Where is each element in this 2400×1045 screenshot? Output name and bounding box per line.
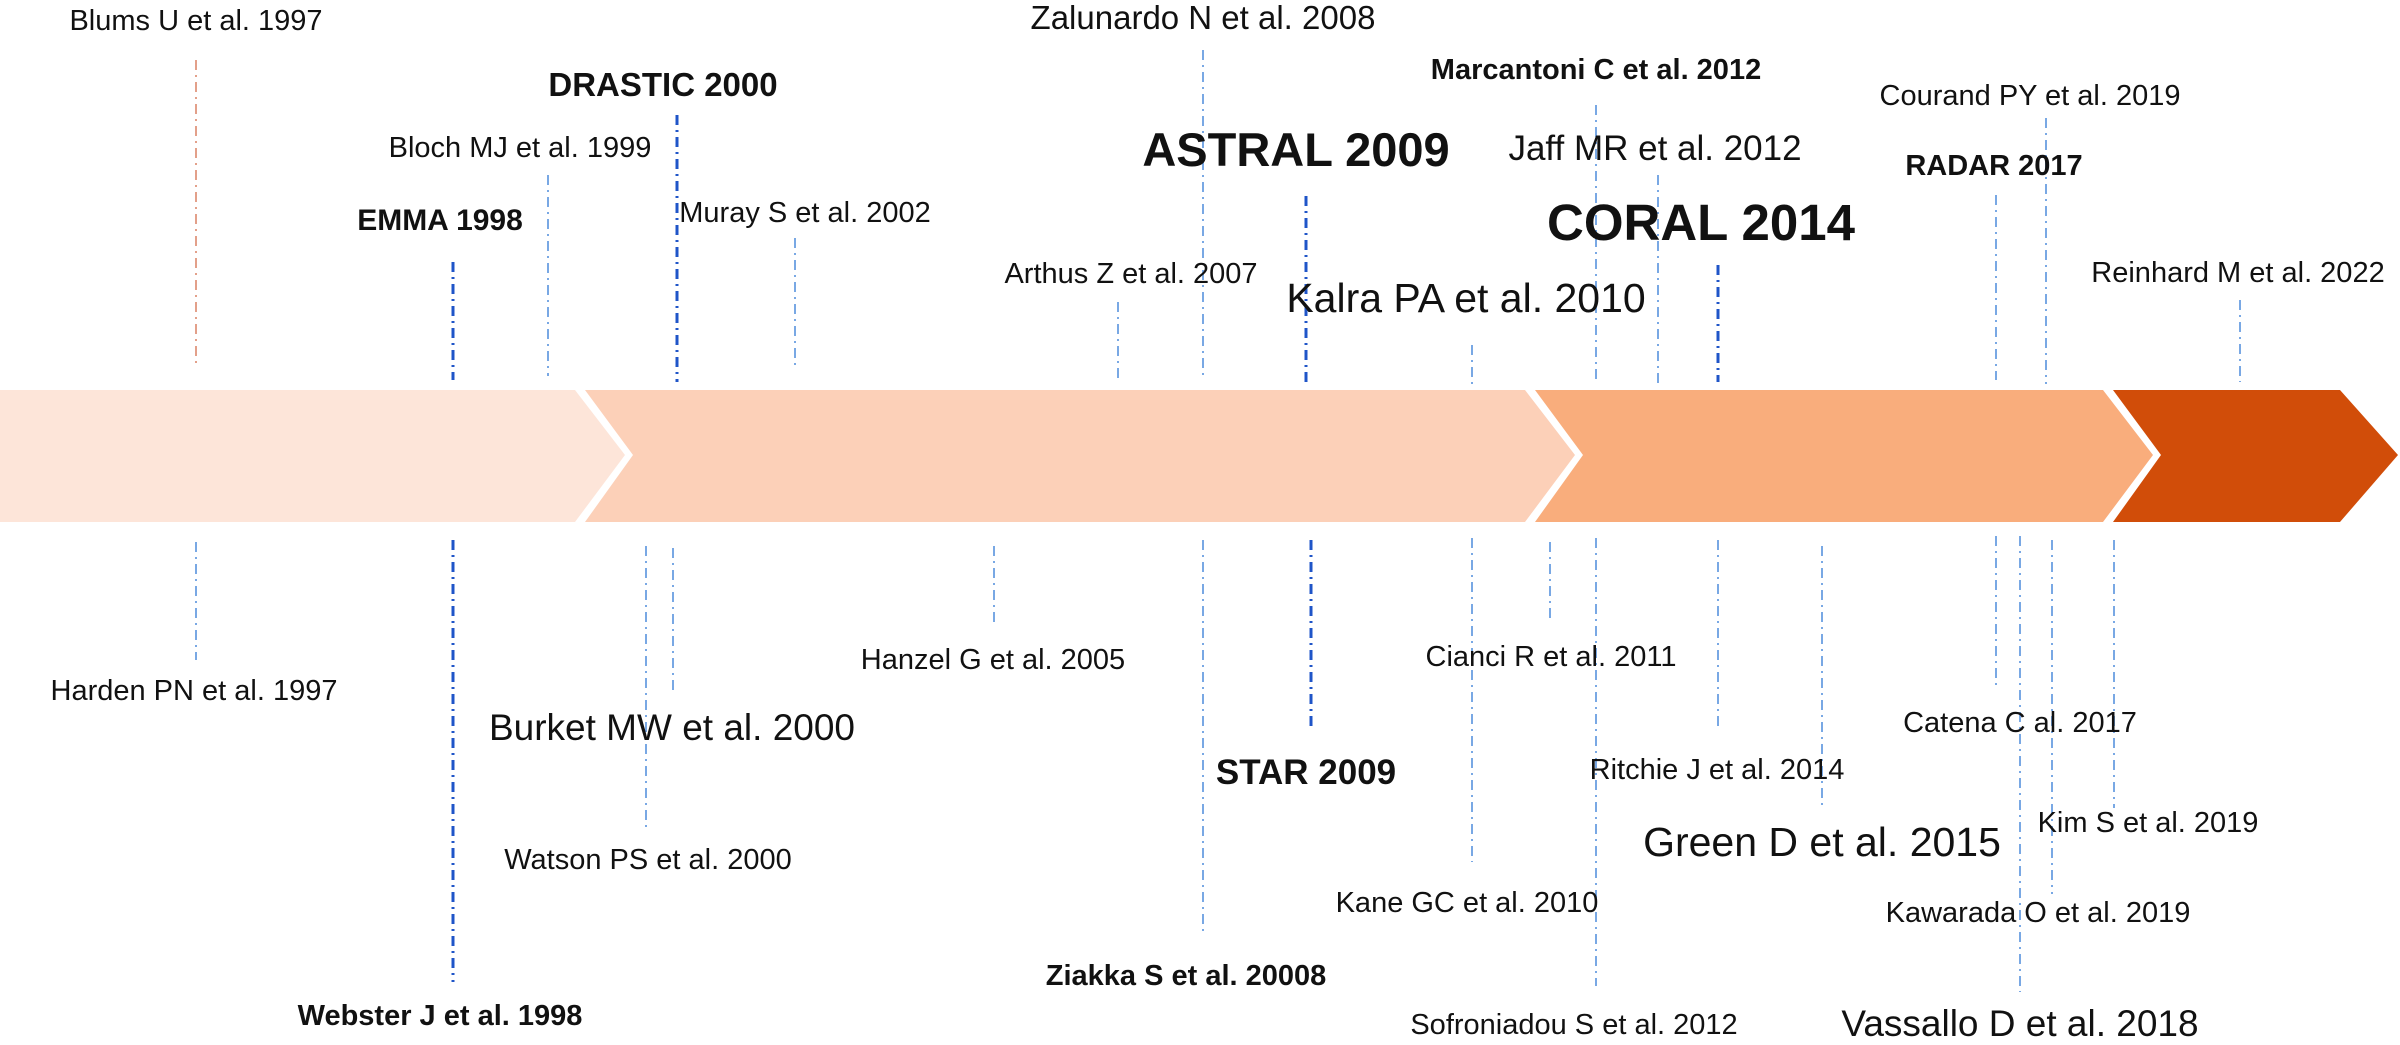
- label-reinhard: Reinhard M et al. 2022: [2091, 257, 2384, 289]
- arrow-segment-3: [1535, 390, 2153, 522]
- label-jaff: Jaff MR et al. 2012: [1508, 129, 1801, 168]
- label-coral: CORAL 2014: [1547, 194, 1856, 251]
- label-burket: Burket MW et al. 2000: [489, 707, 855, 748]
- label-star: STAR 2009: [1216, 753, 1396, 792]
- label-kalra: Kalra PA et al. 2010: [1286, 275, 1645, 321]
- label-harden: Harden PN et al. 1997: [51, 675, 338, 707]
- label-vassallo: Vassallo D et al. 2018: [1841, 1003, 2198, 1044]
- connectors-below: [195, 536, 2115, 992]
- arrow-segment-2: [585, 390, 1575, 522]
- label-drastic: DRASTIC 2000: [548, 66, 777, 103]
- label-hanzel: Hanzel G et al. 2005: [861, 644, 1125, 676]
- connectors-above: [195, 50, 2241, 386]
- label-muray: Muray S et al. 2002: [679, 197, 930, 229]
- label-kim: Kim S et al. 2019: [2038, 807, 2259, 839]
- arrow-segment-1: [0, 390, 625, 522]
- labels-above: Blums U et al. 1997 EMMA 1998 Bloch MJ e…: [69, 0, 2384, 321]
- label-kawarada: Kawarada O et al. 2019: [1886, 897, 2191, 929]
- arrow-band: [0, 390, 2398, 522]
- arrow-segment-4: [2113, 390, 2398, 522]
- label-astral: ASTRAL 2009: [1142, 123, 1449, 176]
- label-green: Green D et al. 2015: [1643, 819, 2001, 865]
- label-arthus: Arthus Z et al. 2007: [1004, 258, 1257, 290]
- label-watson: Watson PS et al. 2000: [504, 844, 791, 876]
- label-sofroniadou: Sofroniadou S et al. 2012: [1410, 1009, 1737, 1041]
- label-kane: Kane GC et al. 2010: [1336, 887, 1599, 919]
- label-ziakka: Ziakka S et al. 20008: [1046, 960, 1327, 992]
- label-catena: Catena C al. 2017: [1903, 707, 2137, 739]
- label-webster: Webster J et al. 1998: [298, 1000, 583, 1032]
- label-courand: Courand PY et al. 2019: [1880, 80, 2181, 112]
- labels-below: Harden PN et al. 1997 Webster J et al. 1…: [51, 641, 2259, 1044]
- label-blums: Blums U et al. 1997: [69, 5, 322, 37]
- label-radar: RADAR 2017: [1905, 150, 2082, 182]
- label-zalunardo: Zalunardo N et al. 2008: [1031, 0, 1376, 36]
- label-cianci: Cianci R et al. 2011: [1426, 641, 1677, 673]
- label-emma: EMMA 1998: [357, 204, 523, 237]
- label-ritchie: Ritchie J et al. 2014: [1590, 754, 1845, 786]
- label-marcantoni: Marcantoni C et al. 2012: [1431, 54, 1761, 86]
- label-bloch: Bloch MJ et al. 1999: [389, 132, 652, 164]
